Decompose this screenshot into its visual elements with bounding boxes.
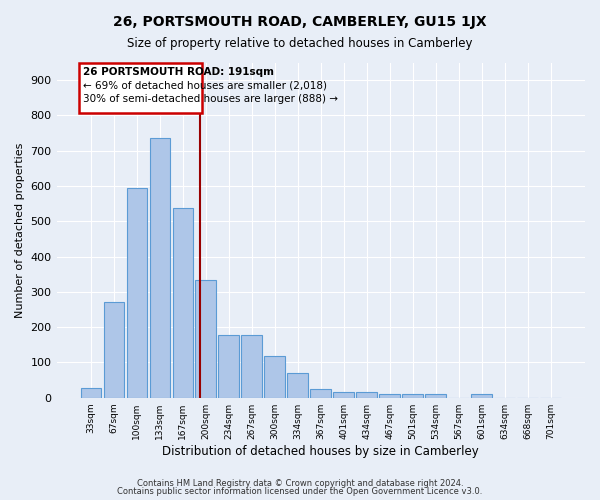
Y-axis label: Number of detached properties: Number of detached properties [15,142,25,318]
Bar [218,335,239,398]
Bar [287,373,308,398]
Text: Contains HM Land Registry data © Crown copyright and database right 2024.: Contains HM Land Registry data © Crown c… [137,478,463,488]
Bar [425,394,446,398]
Text: ← 69% of detached houses are smaller (2,018): ← 69% of detached houses are smaller (2,… [83,80,327,90]
Bar [149,138,170,398]
Bar [196,280,216,398]
Bar [127,188,147,398]
Text: 26, PORTSMOUTH ROAD, CAMBERLEY, GU15 1JX: 26, PORTSMOUTH ROAD, CAMBERLEY, GU15 1JX [113,15,487,29]
Bar [334,392,354,398]
Bar [104,302,124,398]
Bar [310,389,331,398]
Text: Size of property relative to detached houses in Camberley: Size of property relative to detached ho… [127,38,473,51]
Text: Contains public sector information licensed under the Open Government Licence v3: Contains public sector information licen… [118,488,482,496]
Text: 30% of semi-detached houses are larger (888) →: 30% of semi-detached houses are larger (… [83,94,338,104]
Text: 26 PORTSMOUTH ROAD: 191sqm: 26 PORTSMOUTH ROAD: 191sqm [83,66,274,76]
Bar [472,394,492,398]
Bar [379,394,400,398]
Bar [80,388,101,398]
Bar [241,335,262,398]
Bar [265,356,285,398]
Bar [173,208,193,398]
Bar [403,394,423,398]
Bar [79,62,202,112]
Bar [356,392,377,398]
X-axis label: Distribution of detached houses by size in Camberley: Distribution of detached houses by size … [163,444,479,458]
